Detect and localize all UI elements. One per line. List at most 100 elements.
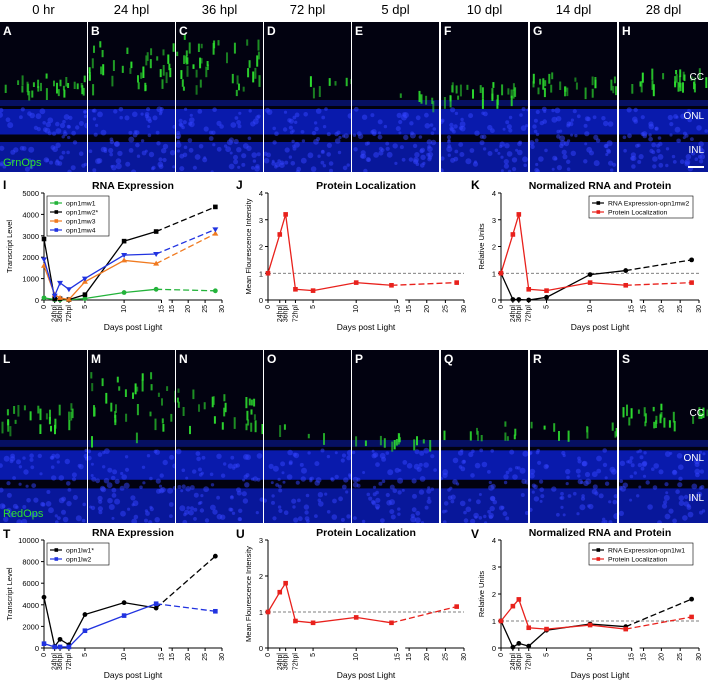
legend-entry: opn1mw4	[66, 228, 96, 235]
y-tick-label: 6000	[22, 579, 39, 588]
micrograph-image	[88, 350, 175, 523]
x-tick-label: 15	[158, 653, 165, 661]
x-tick-label: 0	[41, 305, 48, 309]
panel-letter-N: N	[179, 352, 188, 366]
x-tick-label: 72hpl	[526, 305, 533, 323]
y-tick-label: 0	[259, 296, 263, 305]
x-tick-label: 10	[121, 305, 128, 313]
y-tick-label: 8000	[22, 558, 39, 567]
data-point	[81, 276, 88, 282]
x-tick-label: 20	[658, 305, 665, 313]
panel-letter-O: O	[267, 352, 277, 366]
series-line	[500, 214, 626, 292]
data-point	[153, 260, 160, 266]
data-point	[57, 280, 64, 286]
panel-letter-A: A	[3, 24, 12, 38]
data-point	[212, 553, 218, 559]
micrograph-panel-F: F	[441, 22, 528, 172]
timepoint-header-D: 72 hpl	[289, 2, 326, 17]
y-tick-label: 0	[492, 296, 496, 305]
series-line-dashed	[155, 228, 216, 255]
data-point	[689, 257, 695, 263]
layer-label-onl: ONL	[683, 452, 704, 464]
series-line-dashed	[625, 281, 692, 286]
x-tick-label: 25	[202, 653, 209, 661]
x-tick-label: 36hpl	[283, 653, 290, 671]
x-tick-label: 0	[265, 653, 272, 657]
x-tick-label: 15	[169, 305, 176, 313]
series-line	[43, 259, 157, 301]
legend-entry: opn1mw3	[66, 219, 96, 226]
data-point	[526, 643, 532, 649]
x-axis-label: Days post Light	[104, 670, 163, 680]
legend-entry: opn1lw2	[66, 557, 92, 564]
timepoint-header-E: 5 dpl	[381, 2, 410, 17]
data-point	[623, 626, 629, 632]
legend-entry: Protein Localization	[608, 210, 668, 217]
micrograph-panel-L: L RedOps	[0, 350, 87, 523]
x-tick-label: 15	[641, 653, 648, 661]
x-tick-label: 25	[677, 653, 684, 661]
timepoint-header-C: 36 hpl	[201, 2, 238, 17]
micrograph-panel-D: D	[264, 22, 351, 172]
data-point	[41, 641, 47, 646]
legend-marker	[596, 201, 601, 205]
x-tick-label: 5	[310, 653, 317, 657]
legend-entry: Protein Localization	[608, 557, 668, 564]
y-tick-label: 4	[492, 536, 496, 545]
micrograph-image	[176, 22, 263, 172]
micrograph-image	[619, 350, 708, 523]
x-tick-label: 30	[461, 653, 468, 661]
legend-marker	[54, 557, 59, 561]
x-tick-label: 30	[696, 653, 703, 661]
x-tick-label: 0	[498, 653, 505, 657]
legend-box	[588, 542, 694, 566]
x-tick-label: 20	[658, 653, 665, 661]
legend-entry: RNA Expression-opn1mw2	[608, 201, 689, 208]
x-tick-label: 15	[629, 653, 636, 661]
data-point	[57, 644, 63, 650]
data-point	[153, 286, 159, 292]
x-tick-label: 10	[121, 653, 128, 661]
panel-letter-S: S	[622, 352, 631, 366]
panel-letter-L: L	[3, 352, 11, 366]
y-tick-label: 4	[259, 189, 263, 198]
x-tick-label: 5	[310, 305, 317, 309]
micrograph-image	[441, 22, 528, 172]
data-point	[310, 620, 316, 626]
micrograph-panel-R: R	[530, 350, 617, 523]
x-tick-label: 30	[219, 653, 226, 661]
panel-letter-K: K	[471, 178, 480, 192]
chart-title: Protein Localization	[316, 180, 416, 192]
data-point	[153, 251, 160, 257]
data-point	[689, 280, 694, 285]
y-axis-label: Relative Units	[477, 223, 486, 270]
series-line	[500, 269, 626, 301]
x-tick-label: 25	[442, 305, 449, 313]
data-point	[121, 253, 128, 259]
data-point	[82, 612, 88, 617]
data-point	[82, 292, 88, 297]
data-point	[283, 212, 288, 217]
y-tick-label: 0	[35, 644, 39, 653]
x-tick-label: 24hpl	[52, 653, 59, 671]
x-tick-label: 15	[629, 305, 636, 313]
data-point	[213, 204, 218, 210]
data-point	[121, 613, 127, 618]
data-point	[66, 644, 72, 650]
x-tick-label: 36hpl	[516, 653, 523, 671]
series-line-dashed	[625, 259, 692, 272]
micrograph-image	[441, 350, 528, 523]
x-tick-label: 20	[424, 305, 431, 313]
data-point	[498, 270, 504, 276]
scale-bar	[688, 166, 704, 168]
layer-label-onl: ONL	[683, 110, 704, 122]
y-tick-label: 4	[492, 189, 496, 198]
legend-marker	[54, 228, 59, 232]
panel-letter-C: C	[179, 24, 188, 38]
y-tick-label: 5000	[22, 189, 39, 198]
micrograph-panel-A: A GrnOps	[0, 22, 87, 172]
layer-label-cc: CC	[689, 408, 704, 419]
data-point	[212, 288, 218, 294]
